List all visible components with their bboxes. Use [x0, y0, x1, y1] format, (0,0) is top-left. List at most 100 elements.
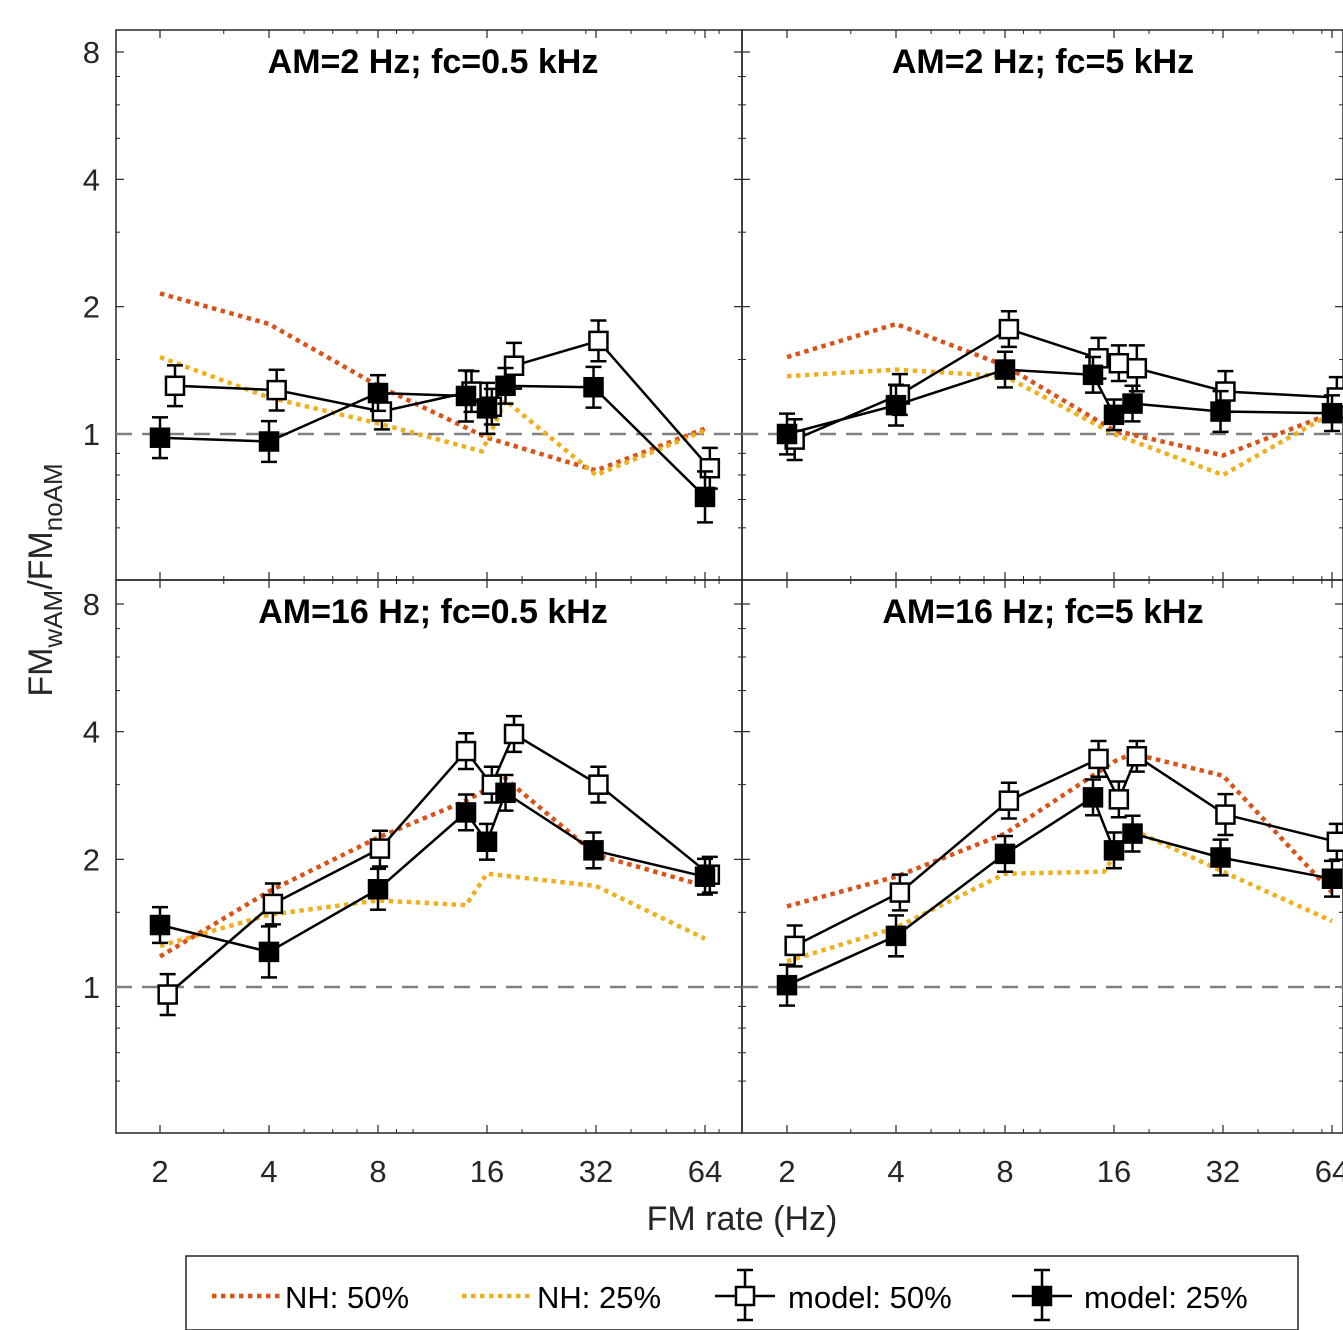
x-tick-label: 4 — [260, 1154, 277, 1189]
data-point — [367, 879, 389, 900]
x-tick-label: 64 — [1315, 1154, 1343, 1189]
data-point — [885, 925, 907, 947]
data-point — [885, 394, 907, 416]
series-line-model50 — [794, 754, 1338, 948]
panel-frame — [115, 579, 743, 1134]
data-point — [1088, 748, 1109, 770]
y-tick-label: 8 — [83, 35, 100, 70]
data-point — [776, 974, 798, 996]
data-point — [495, 782, 516, 804]
svg-text:FMwAM/FMnoAM: FMwAM/FMnoAM — [22, 463, 68, 696]
data-point — [1210, 847, 1231, 868]
panel-3: 1 2 4 8 AM=16 Hz; fc=0.5 kHz — [83, 579, 743, 1134]
y-axis-label: FMwAM/FMnoAM — [22, 463, 68, 696]
panel-title: AM=2 Hz; fc=0.5 kHz — [268, 43, 599, 81]
panel-1: 1 2 4 8 AM=2 Hz; fc=0.5 kHz — [83, 29, 743, 581]
y-tick-label: 1 — [83, 417, 100, 452]
series-model25 — [776, 350, 1343, 456]
panel-plot-area — [116, 291, 742, 524]
data-point — [994, 359, 1016, 380]
series-model50 — [164, 319, 721, 490]
series-model25 — [149, 773, 716, 979]
x-tick-labels: 2 4 8 16 32 64 2 4 8 16 32 64 — [151, 1154, 1343, 1189]
series-line-model50 — [174, 339, 711, 470]
data-point — [1326, 831, 1343, 853]
data-point — [1321, 402, 1343, 424]
x-tick-label: 64 — [688, 1154, 722, 1189]
panel-2: AM=2 Hz; fc=5 kHz — [741, 29, 1343, 581]
data-point — [1122, 823, 1143, 844]
y-tick-label: 1 — [83, 970, 100, 1005]
series-line-nh25 — [786, 367, 1334, 478]
y-tick-label: 4 — [83, 715, 100, 750]
y-tick-label: 8 — [83, 587, 100, 622]
series-line-model50 — [794, 327, 1337, 441]
y-label-sub2: noAM — [38, 463, 68, 531]
data-point — [1082, 787, 1104, 808]
x-tick-label: 8 — [369, 1154, 386, 1189]
series-line-model25 — [786, 795, 1333, 987]
y-label-slash: /FM — [22, 531, 60, 590]
data-point — [476, 398, 498, 419]
data-point — [455, 802, 477, 823]
legend-marker — [734, 1285, 756, 1307]
data-point — [149, 427, 171, 448]
data-point — [157, 984, 178, 1005]
data-point — [784, 935, 805, 957]
legend-label-nh50: NH: 50% — [285, 1280, 409, 1315]
legend-swatch-model25 — [1012, 1268, 1072, 1322]
data-point — [1108, 789, 1130, 810]
panel-frame — [741, 29, 1343, 581]
legend-markers — [212, 1268, 1072, 1322]
series-line-model25 — [786, 368, 1333, 436]
data-point — [455, 385, 477, 407]
data-point — [998, 790, 1020, 811]
data-point — [776, 423, 798, 445]
data-point — [1126, 358, 1148, 379]
data-point — [694, 486, 716, 508]
data-point — [258, 941, 280, 963]
data-point — [889, 882, 911, 903]
y-tick-label: 4 — [83, 162, 100, 197]
data-point — [1321, 868, 1343, 889]
x-tick-label: 4 — [887, 1154, 904, 1189]
panel-plot-area — [742, 739, 1343, 1007]
x-tick-label: 32 — [1206, 1154, 1240, 1189]
series-line-model25 — [159, 790, 706, 954]
data-point — [1103, 404, 1125, 426]
data-point — [1122, 393, 1143, 414]
data-point — [495, 375, 516, 397]
data-point — [262, 893, 284, 915]
data-point — [998, 318, 1020, 340]
x-tick-label: 8 — [996, 1154, 1013, 1189]
legend-label-nh25: NH: 25% — [537, 1280, 661, 1315]
y-tick-label: 2 — [83, 290, 100, 325]
panel-4: AM=16 Hz; fc=5 kHz — [741, 579, 1343, 1134]
data-point — [149, 914, 171, 936]
y-tick-label: 2 — [83, 842, 100, 877]
data-point — [694, 866, 716, 887]
data-point — [1082, 364, 1104, 386]
data-point — [588, 774, 609, 795]
data-point — [588, 330, 609, 352]
series-line-nh50 — [786, 321, 1333, 458]
data-point — [266, 379, 287, 401]
panel-frame — [115, 29, 743, 581]
data-point — [994, 843, 1016, 865]
data-point — [1215, 804, 1236, 825]
data-point — [503, 723, 525, 745]
legend: NH: 50% NH: 25% model: 50% model: 25% — [185, 1255, 1299, 1330]
series-model25 — [149, 365, 716, 524]
legend-swatch-model50 — [715, 1268, 775, 1322]
x-tick-label: 2 — [778, 1154, 795, 1189]
series-model50 — [157, 714, 721, 1017]
legend-label-model25: model: 25% — [1084, 1280, 1248, 1315]
panel-plot-area — [742, 310, 1343, 478]
panel-title: AM=16 Hz; fc=0.5 kHz — [258, 593, 608, 631]
data-point — [1210, 401, 1231, 422]
series-line-model50 — [166, 732, 711, 996]
panel-title: AM=16 Hz; fc=5 kHz — [882, 593, 1203, 631]
data-point — [1126, 746, 1148, 767]
data-point — [455, 740, 477, 762]
